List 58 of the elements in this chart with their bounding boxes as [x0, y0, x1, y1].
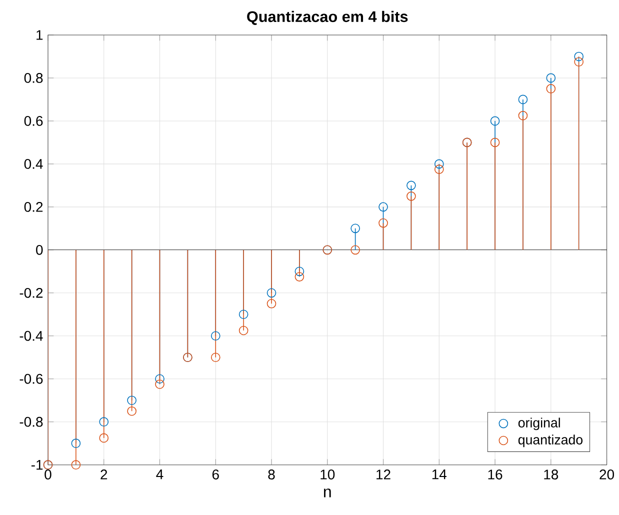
point: [406, 180, 416, 190]
point: [574, 52, 584, 62]
point: [546, 84, 556, 94]
point: [266, 299, 276, 308]
y-tick-label: 0.4: [24, 159, 43, 169]
y-tick-label: -0.8: [20, 416, 43, 427]
point: [238, 326, 248, 336]
point: [434, 164, 444, 174]
y-tick-label: -1: [31, 460, 43, 470]
y-tick-label: 0.2: [24, 202, 43, 212]
x-tick-label: 0: [44, 470, 52, 480]
legend-label: quantizado: [518, 434, 583, 448]
point: [574, 57, 584, 67]
x-axis-title: n: [324, 488, 331, 498]
y-tick-label: -0.6: [20, 374, 43, 384]
point: [99, 433, 109, 443]
point: [127, 406, 136, 416]
x-tick-label: 10: [320, 470, 335, 480]
point: [266, 288, 276, 298]
y-tick-label: 0: [36, 245, 43, 255]
point: [378, 218, 388, 228]
point: [378, 202, 388, 212]
y-tick-label: -0.2: [20, 288, 43, 298]
point: [294, 272, 304, 282]
point: [546, 73, 556, 83]
x-tick-label: 18: [544, 470, 558, 480]
point: [518, 94, 528, 104]
point: [294, 266, 304, 276]
x-tick-label: 2: [100, 470, 108, 480]
point: [71, 460, 81, 470]
point: [518, 111, 528, 120]
point: [127, 396, 136, 406]
point: [406, 192, 416, 201]
point: [434, 159, 444, 169]
point: [238, 310, 248, 320]
x-tick-label: 20: [600, 470, 614, 480]
x-tick-label: 16: [488, 470, 502, 480]
point: [490, 116, 500, 126]
y-tick-label: 0.6: [24, 116, 43, 126]
chart-title: Quantizacao em 4 bits: [247, 10, 408, 26]
x-tick-label: 14: [432, 470, 446, 480]
x-tick-label: 12: [376, 470, 390, 480]
point: [210, 331, 220, 341]
y-tick-label: -0.4: [20, 331, 43, 341]
point: [155, 374, 164, 384]
point: [490, 138, 500, 148]
x-tick-label: 6: [212, 470, 219, 480]
y-tick-label: 1: [36, 30, 43, 40]
x-tick-label: 4: [156, 470, 164, 480]
point: [210, 352, 220, 362]
point: [350, 224, 360, 234]
legend-label: original: [518, 418, 560, 430]
x-tick-label: 8: [268, 470, 275, 480]
point: [155, 380, 164, 389]
point: [71, 438, 81, 448]
point: [350, 245, 360, 255]
point: [99, 417, 109, 427]
y-tick-label: 0.8: [24, 73, 43, 84]
